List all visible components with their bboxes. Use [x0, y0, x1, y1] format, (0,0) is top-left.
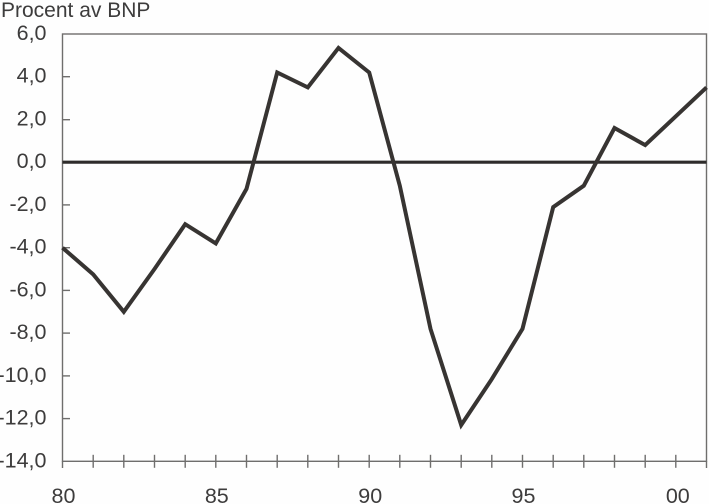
svg-text:-4,0: -4,0 [9, 235, 46, 259]
svg-text:-14,0: -14,0 [0, 448, 47, 472]
svg-text:Procent av BNP: Procent av BNP [1, 0, 150, 22]
svg-text:-8,0: -8,0 [9, 320, 46, 344]
svg-text:85: 85 [205, 484, 229, 504]
svg-text:-6,0: -6,0 [9, 277, 46, 301]
svg-text:0,0: 0,0 [17, 149, 47, 173]
svg-text:90: 90 [358, 484, 382, 504]
svg-text:-10,0: -10,0 [0, 363, 47, 387]
svg-text:2,0: 2,0 [17, 106, 47, 130]
svg-text:6,0: 6,0 [17, 21, 47, 45]
svg-text:-2,0: -2,0 [9, 192, 46, 216]
svg-text:95: 95 [512, 484, 536, 504]
svg-text:-12,0: -12,0 [0, 406, 47, 430]
svg-text:4,0: 4,0 [17, 64, 47, 88]
svg-text:00: 00 [666, 484, 690, 504]
svg-text:80: 80 [52, 484, 76, 504]
